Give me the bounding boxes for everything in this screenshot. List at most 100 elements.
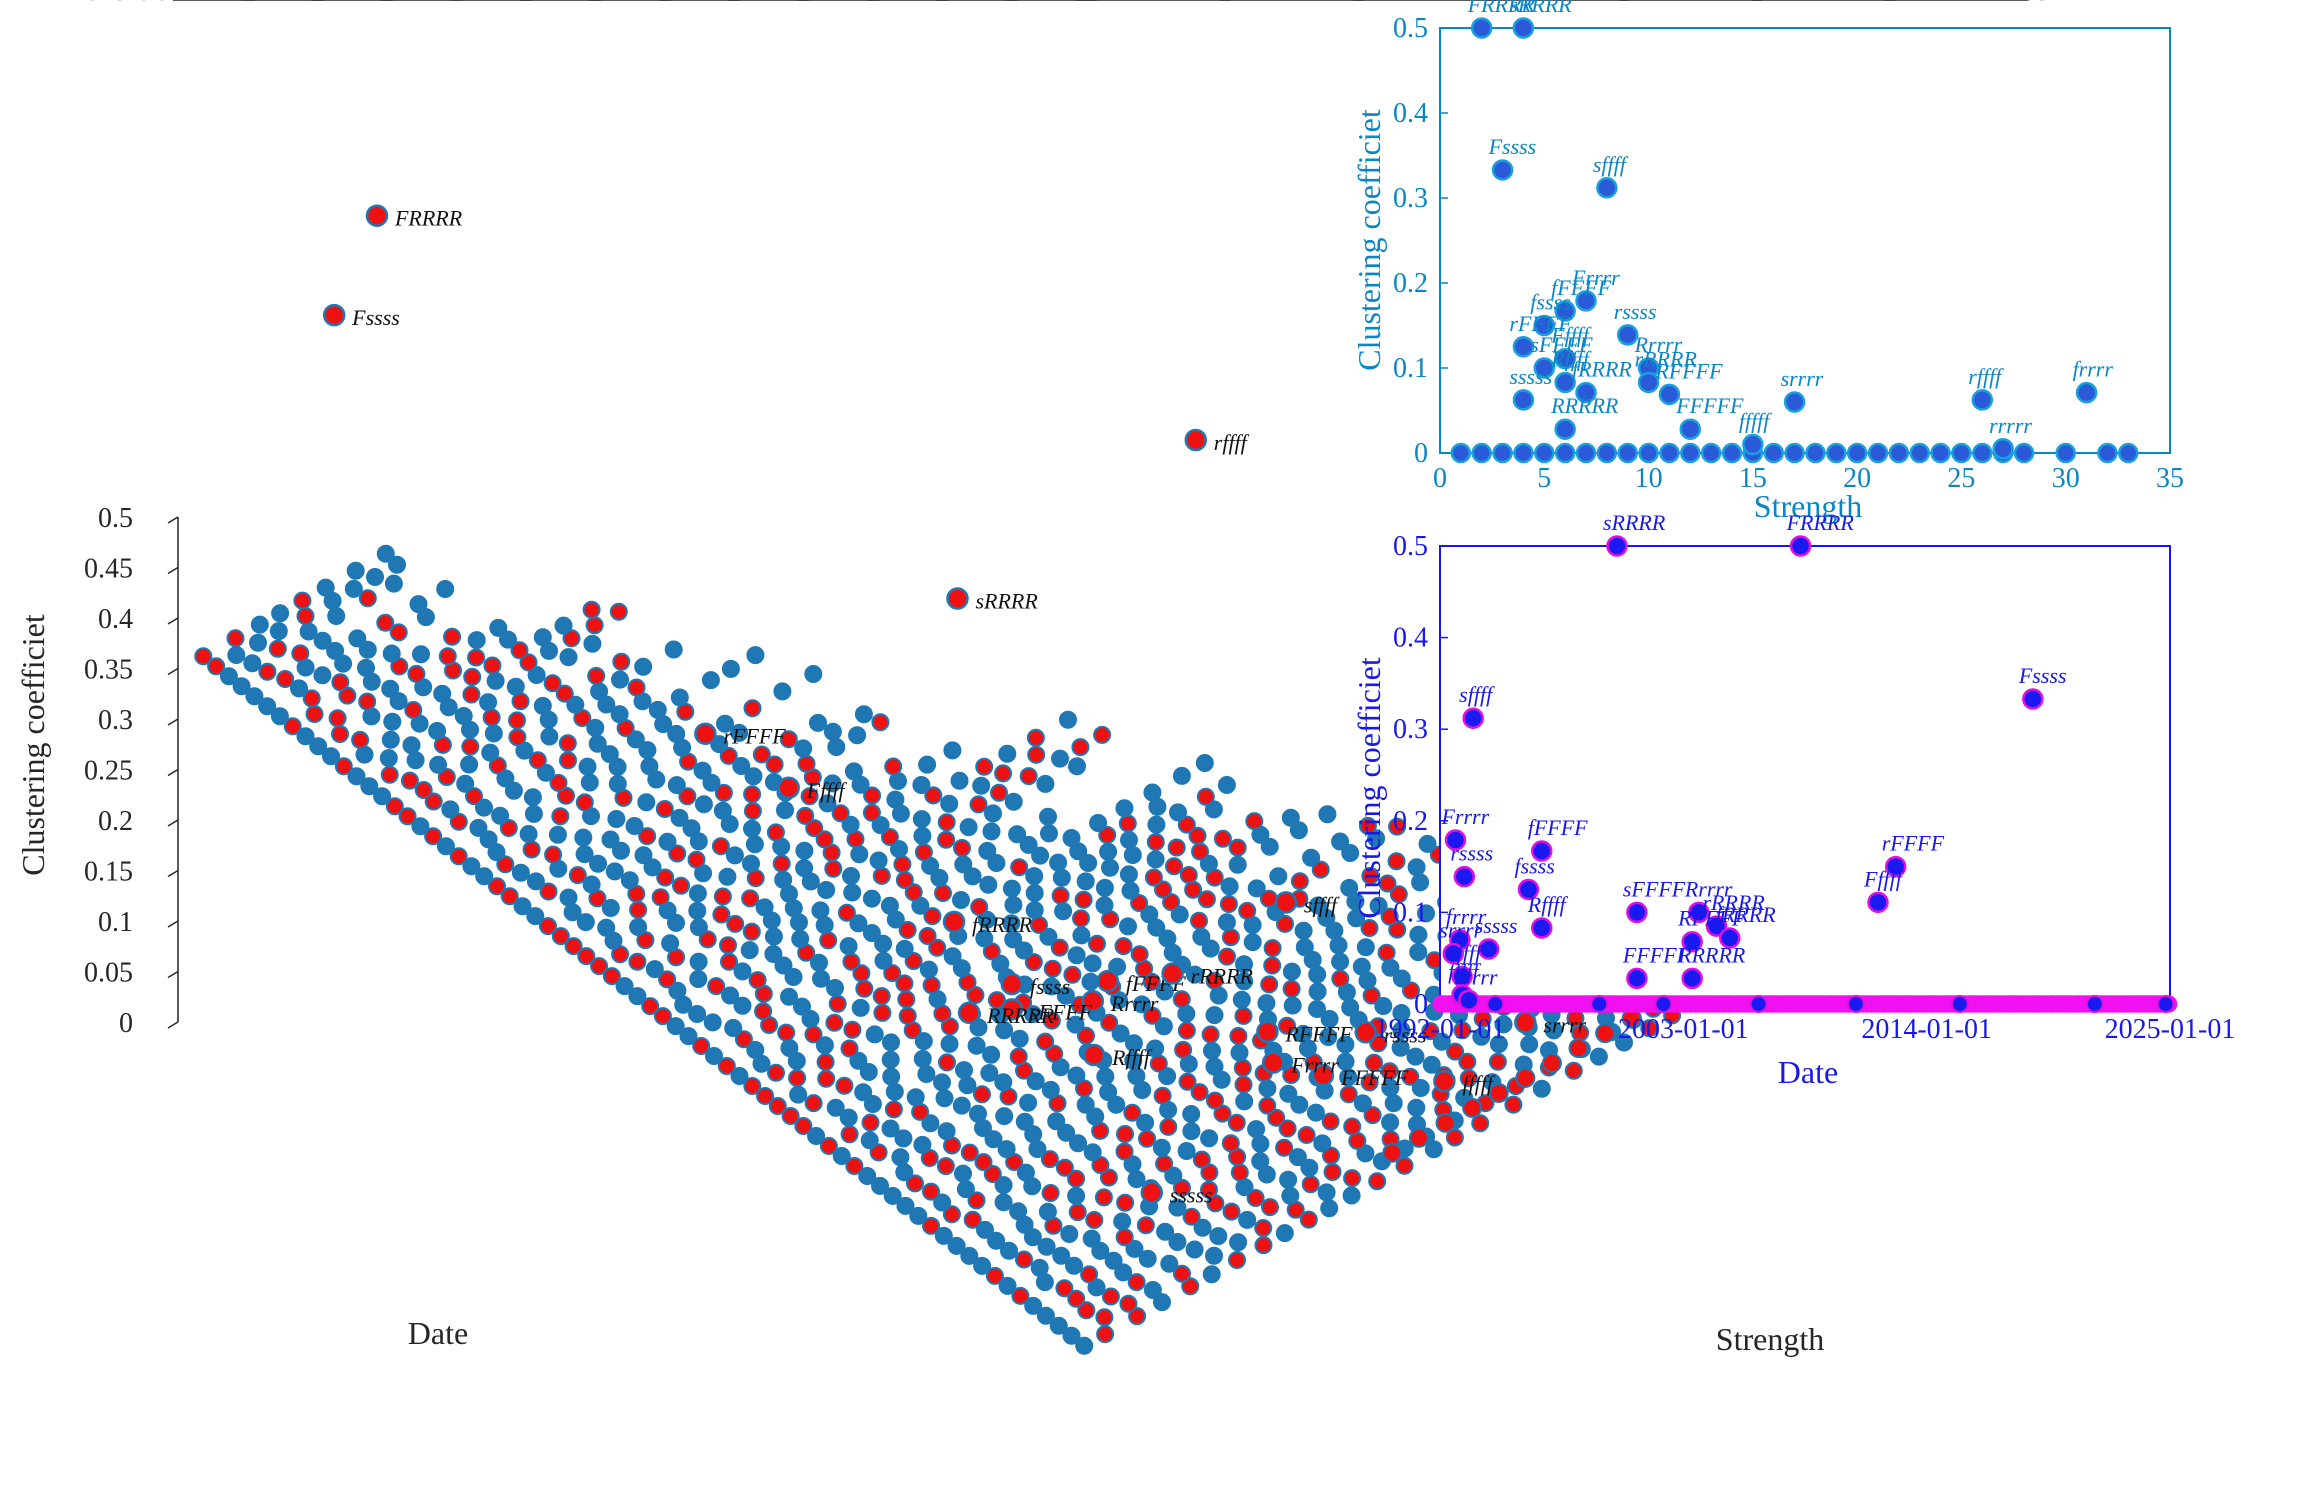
main-zero-point-red — [1050, 938, 1069, 957]
main-zero-point-red — [1275, 1138, 1294, 1157]
main-zero-point-red — [816, 1053, 835, 1071]
main-zero-point-blue — [1407, 858, 1426, 877]
main-zero-point-red — [1205, 971, 1224, 990]
main-zero-point-red — [1162, 893, 1181, 912]
main-zero-point-red — [1051, 886, 1070, 905]
main-zero-point-blue — [667, 776, 686, 795]
main-zero-point-blue — [1172, 766, 1191, 785]
inset-date-point — [1453, 865, 1476, 888]
main-zero-point-blue — [689, 970, 708, 988]
inset-strength-zero-point — [1763, 442, 1784, 464]
main-zero-point-blue — [914, 1032, 933, 1051]
inset-strength-zero-point — [1826, 442, 1847, 464]
main-zero-point-blue — [972, 776, 991, 795]
main-zero-point-blue — [346, 561, 365, 580]
main-zero-point-red — [585, 616, 604, 635]
main-zero-point-blue — [1008, 825, 1027, 844]
main-zero-point-red — [707, 977, 726, 996]
main-zero-point-red — [276, 670, 295, 688]
main-date-tick-label: 2010-01 — [488, 0, 581, 7]
inset-strength-zero-point — [1680, 442, 1701, 464]
main-zero-point-blue — [780, 987, 798, 1006]
main-zero-point-blue — [1406, 1047, 1425, 1066]
main-zero-point-blue — [1037, 1237, 1056, 1256]
main-labeled-point — [1140, 1181, 1164, 1204]
main-zero-point-blue — [1147, 815, 1166, 834]
inset-date-axes: 0 0.1 0.2 0.3 0.4 0.5 1992-01-01 2003-01-01 2014… — [1375, 531, 2236, 1045]
main-zero-point-blue — [1076, 872, 1095, 891]
main-zero-point-blue — [832, 1147, 851, 1165]
main-zero-point-red — [1263, 939, 1282, 958]
main-zero-point-red — [765, 755, 784, 774]
main-zero-point-red — [385, 797, 404, 816]
main-zero-point-blue — [943, 741, 962, 760]
main-zero-point-blue — [826, 1098, 845, 1117]
main-zero-point-blue — [309, 737, 328, 756]
main-zero-point-red — [1362, 986, 1381, 1005]
main-zero-point-red — [794, 1117, 813, 1135]
main-zero-point-blue — [1320, 1010, 1339, 1028]
main-zero-point-blue — [376, 544, 395, 563]
main-zero-point-blue — [1313, 1134, 1332, 1153]
inset-date-point — [1626, 901, 1648, 924]
main-axis-point — [1541, 1053, 1562, 1074]
main-zero-point-blue — [1341, 844, 1360, 862]
inset-strength-y-tick-label: 0.4 — [1393, 98, 1428, 129]
main-zero-point-blue — [980, 1064, 999, 1082]
main-zero-point-red — [938, 1053, 956, 1072]
main-zero-point-blue — [384, 574, 403, 593]
main-zero-point-blue — [789, 1085, 808, 1104]
main-zero-point-blue — [963, 867, 982, 886]
main-zero-point-blue — [1288, 1148, 1307, 1167]
main-zero-point-blue — [1049, 853, 1068, 872]
main-zero-point-red — [768, 1097, 787, 1115]
inset-date-background — [1440, 546, 2170, 1004]
main-zero-point-blue — [1204, 800, 1223, 819]
inset-date-point-label: fffff — [1448, 959, 1481, 984]
main-zero-point-blue — [1002, 879, 1021, 898]
main-labeled-point — [1274, 891, 1298, 914]
main-zero-point-red — [499, 819, 518, 837]
main-zero-point-red — [1311, 860, 1330, 879]
main-zero-point-blue — [823, 722, 842, 741]
inset-date-point-label: sFFFF — [1623, 876, 1686, 901]
main-zero-point-red — [922, 1182, 940, 1201]
inset-strength-x-tick-label: 25 — [1947, 463, 1975, 494]
main-zero-point-red — [1036, 1032, 1055, 1051]
inset-date-point-label: FRRRR — [1786, 510, 1855, 535]
main-zero-point-red — [296, 607, 315, 626]
main-zero-point-blue — [1615, 1033, 1633, 1052]
main-zero-point-red — [1190, 911, 1208, 930]
inset-date-zero-point — [1749, 995, 1768, 1013]
main-z-tick-label: 0.5 — [98, 503, 133, 534]
main-zero-point-blue — [610, 705, 629, 724]
main-zero-point-red — [482, 708, 501, 727]
main-zero-point-red — [743, 802, 762, 820]
main-z-tick-mark — [167, 869, 179, 878]
inset-strength-zero-point — [1951, 442, 1972, 464]
main-zero-point-red — [461, 737, 480, 756]
main-zero-point-red — [819, 931, 838, 950]
main-zero-point-red — [788, 1069, 807, 1087]
main-zero-point-blue — [774, 956, 793, 975]
main-zero-point-blue — [243, 654, 262, 673]
main-zero-point-blue — [1081, 972, 1100, 991]
main-zero-point-red — [1343, 1117, 1362, 1136]
main-zero-point-red — [1095, 1308, 1114, 1327]
main-point-label: srrrr — [1543, 1012, 1586, 1037]
main-zero-point-red — [424, 827, 443, 846]
inset-date-x-tick-label: 2003-01-01 — [1618, 1014, 1749, 1045]
main-zero-point-blue — [1125, 1239, 1144, 1258]
main-zero-point-blue — [688, 884, 707, 903]
main-z-tick-label: 0.35 — [84, 655, 133, 686]
main-point-label: Fssss — [351, 305, 400, 330]
main-date-tick-label: 1992-07 — [974, 0, 1067, 7]
main-zero-point-blue — [1153, 1293, 1171, 1312]
main-zero-point-red — [194, 647, 213, 666]
main-zero-point-blue — [1489, 1035, 1508, 1054]
main-zero-point-red — [628, 952, 647, 971]
main-zero-point-blue — [1422, 1055, 1441, 1074]
main-zero-point-blue — [389, 692, 408, 711]
main-zero-point-blue — [1024, 1296, 1043, 1315]
